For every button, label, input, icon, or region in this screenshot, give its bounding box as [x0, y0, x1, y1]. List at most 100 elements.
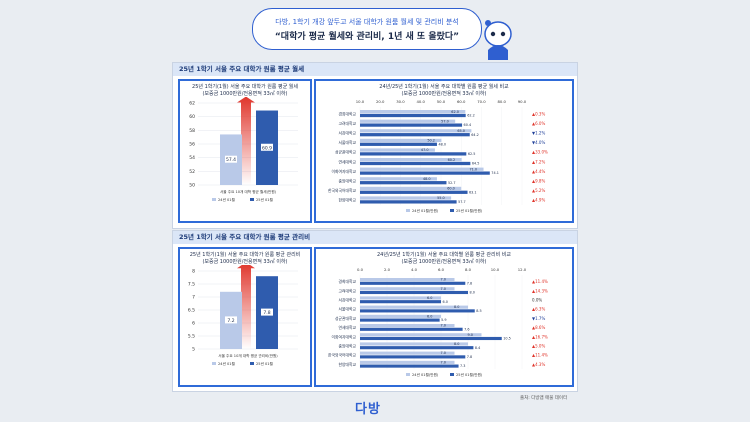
value-label: 63.1 — [469, 190, 477, 194]
value-label: 62.2 — [467, 114, 475, 118]
bar-25년 01월(만원) — [360, 281, 466, 285]
category-label: 한국외국어대학교 — [328, 353, 356, 358]
bar-24년 01월(만원) — [360, 196, 452, 200]
change-label: ▲11.4% — [532, 353, 548, 358]
bar-24년 01월(만원) — [360, 287, 455, 291]
category-label: 이화여자대학교 — [332, 169, 357, 174]
x-axis-label: 서울 주요 10개 대학 평균 월세(만원) — [220, 189, 277, 194]
headline-subtitle: 다방, 1학기 개강 앞두고 서울 대학가 원룸 월세 및 관리비 분석 — [275, 18, 459, 26]
category-label: 경희대학교 — [339, 111, 357, 116]
mascot-icon — [484, 20, 512, 60]
change-label: ▼1.7% — [532, 316, 545, 321]
value-label: 5.9 — [441, 318, 446, 322]
value-label: 64.5 — [472, 162, 480, 166]
headline-title: “대학가 평균 월세와 관리비, 1년 새 또 올랐다” — [274, 32, 460, 42]
x-tick-label: 4.0 — [411, 267, 418, 272]
x-tick-label: 8.0 — [465, 267, 472, 272]
change-label: ▲6.3% — [532, 307, 545, 312]
change-label: 0.0% — [532, 298, 542, 303]
change-label: ▲9.8% — [532, 179, 545, 184]
value-label: 60.0 — [447, 187, 455, 191]
legend-swatch — [212, 198, 216, 201]
value-label: 7.0 — [441, 324, 446, 328]
category-label: 중앙대학교 — [339, 179, 357, 184]
value-label: 47.0 — [421, 148, 429, 152]
change-label: ▲6.0% — [532, 121, 545, 126]
rent-school-box: 24년/25년 1학기(1월) 서울 주요 대학별 원룸 평균 월세 비교 (보… — [314, 79, 574, 223]
y-tick-label: 6 — [192, 321, 195, 327]
value-label: 10.5 — [503, 337, 511, 341]
bar-24년 01월(만원) — [360, 342, 468, 346]
source-note: 출처: 다방앱 매물 데이터 — [520, 396, 568, 401]
bar-25년 01월(만원) — [360, 181, 447, 185]
value-label: 60.9 — [262, 145, 272, 151]
category-label: 서울대학교 — [339, 307, 357, 312]
rent-avg-box: 25년 1학기(1월) 서울 주요 대학가 원룸 평균 월세 (보증금 1000… — [178, 79, 312, 223]
bar-25년 01월(만원) — [360, 327, 463, 331]
bar-25년 01월(만원) — [360, 123, 463, 127]
change-label: ▲7.2% — [532, 159, 545, 164]
value-label-bg — [225, 155, 237, 163]
category-label: 성균관대학교 — [335, 316, 356, 321]
fee-school-chart: 0.0 2.0 4.0 6.0 8.0 10.0 12.0 경희대학교 7.0 7.8 ▲11.4%… — [328, 267, 548, 377]
legend-swatch — [250, 362, 254, 365]
x-axis-label: 서울 주요 10개 대학 평균 관리비(만원) — [218, 353, 278, 358]
x-tick-label: 10.0 — [491, 267, 500, 272]
value-label: 7.8 — [467, 281, 472, 285]
change-label: ▲11.4% — [532, 279, 548, 284]
value-label: 62.0 — [451, 110, 459, 114]
value-label: 55.0 — [437, 196, 445, 200]
rent-avg-subtitle: (보증금 1000만원/전용면적 33㎡ 이하) — [202, 90, 288, 97]
value-label: 8.4 — [475, 346, 480, 350]
value-label-bg — [225, 316, 237, 324]
category-label: 연세대학교 — [339, 325, 357, 330]
value-label: 57.4 — [226, 157, 236, 163]
value-label: 65.0 — [457, 129, 465, 133]
change-label: ▲4.9% — [532, 198, 545, 203]
x-tick-label: 90.0 — [518, 99, 527, 104]
legend-label: 24년 01월(만원) — [412, 208, 439, 213]
change-label: ▲0.3% — [532, 111, 545, 116]
value-label: 60.4 — [464, 123, 472, 127]
value-label: 57.0 — [441, 119, 449, 123]
y-tick-label: 5 — [192, 347, 195, 353]
category-label: 고려대학교 — [339, 121, 357, 126]
value-label: 7.8 — [263, 310, 270, 316]
bar-25년 01월(만원) — [360, 336, 502, 341]
change-label: ▲16.7% — [532, 334, 548, 339]
category-label: 서강대학교 — [339, 131, 357, 136]
category-label: 한국외국어대학교 — [328, 188, 356, 193]
fee-avg-chart: 55.566.577.587.27.8전년대비 ▲8.1%서울 주요 10개 대… — [188, 255, 298, 366]
x-tick-label: 40.0 — [417, 99, 426, 104]
y-tick-label: 60 — [189, 114, 195, 120]
fee-avg-title: 25년 1학기(1월) 서울 주요 대학가 원룸 평균 관리비 — [189, 252, 301, 258]
x-tick-label: 6.0 — [438, 267, 445, 272]
legend-swatch — [450, 373, 454, 376]
bar-25년 01월(만원) — [360, 171, 490, 175]
x-tick-label: 50.0 — [437, 99, 446, 104]
legend-label: 25년 01월 — [256, 361, 273, 366]
category-label: 한양대학교 — [339, 198, 357, 203]
bar-24년 01월(만원) — [360, 305, 468, 309]
value-label: 50.2 — [427, 139, 435, 143]
bar-24년 01월(만원) — [360, 186, 462, 191]
y-tick-label: 58 — [189, 128, 195, 134]
x-tick-label: 60.0 — [457, 99, 466, 104]
legend-swatch — [450, 209, 454, 212]
value-label: 64.2 — [471, 133, 479, 137]
legend-swatch — [212, 362, 216, 365]
bar-24년 01월(만원) — [360, 158, 462, 162]
value-label: 9.0 — [468, 333, 473, 337]
value-label: 48.0 — [438, 142, 446, 146]
value-label: 8.0 — [454, 305, 459, 309]
legend-label: 24년 01월 — [218, 197, 235, 202]
category-label: 고려대학교 — [339, 288, 357, 293]
y-tick-label: 50 — [189, 183, 195, 189]
value-label: 6.0 — [427, 296, 432, 300]
legend-label: 24년 01월 — [218, 361, 235, 366]
bar-24년 01월(만원) — [360, 324, 455, 328]
bar-24년 01월(만원) — [360, 314, 441, 318]
change-label: ▲4.4% — [532, 169, 545, 174]
rent-school-chart: 10.0 20.0 30.0 40.0 50.0 60.0 70.0 80.0 90.0 경희대학… — [328, 99, 548, 213]
change-label: ▲33.0% — [532, 150, 548, 155]
